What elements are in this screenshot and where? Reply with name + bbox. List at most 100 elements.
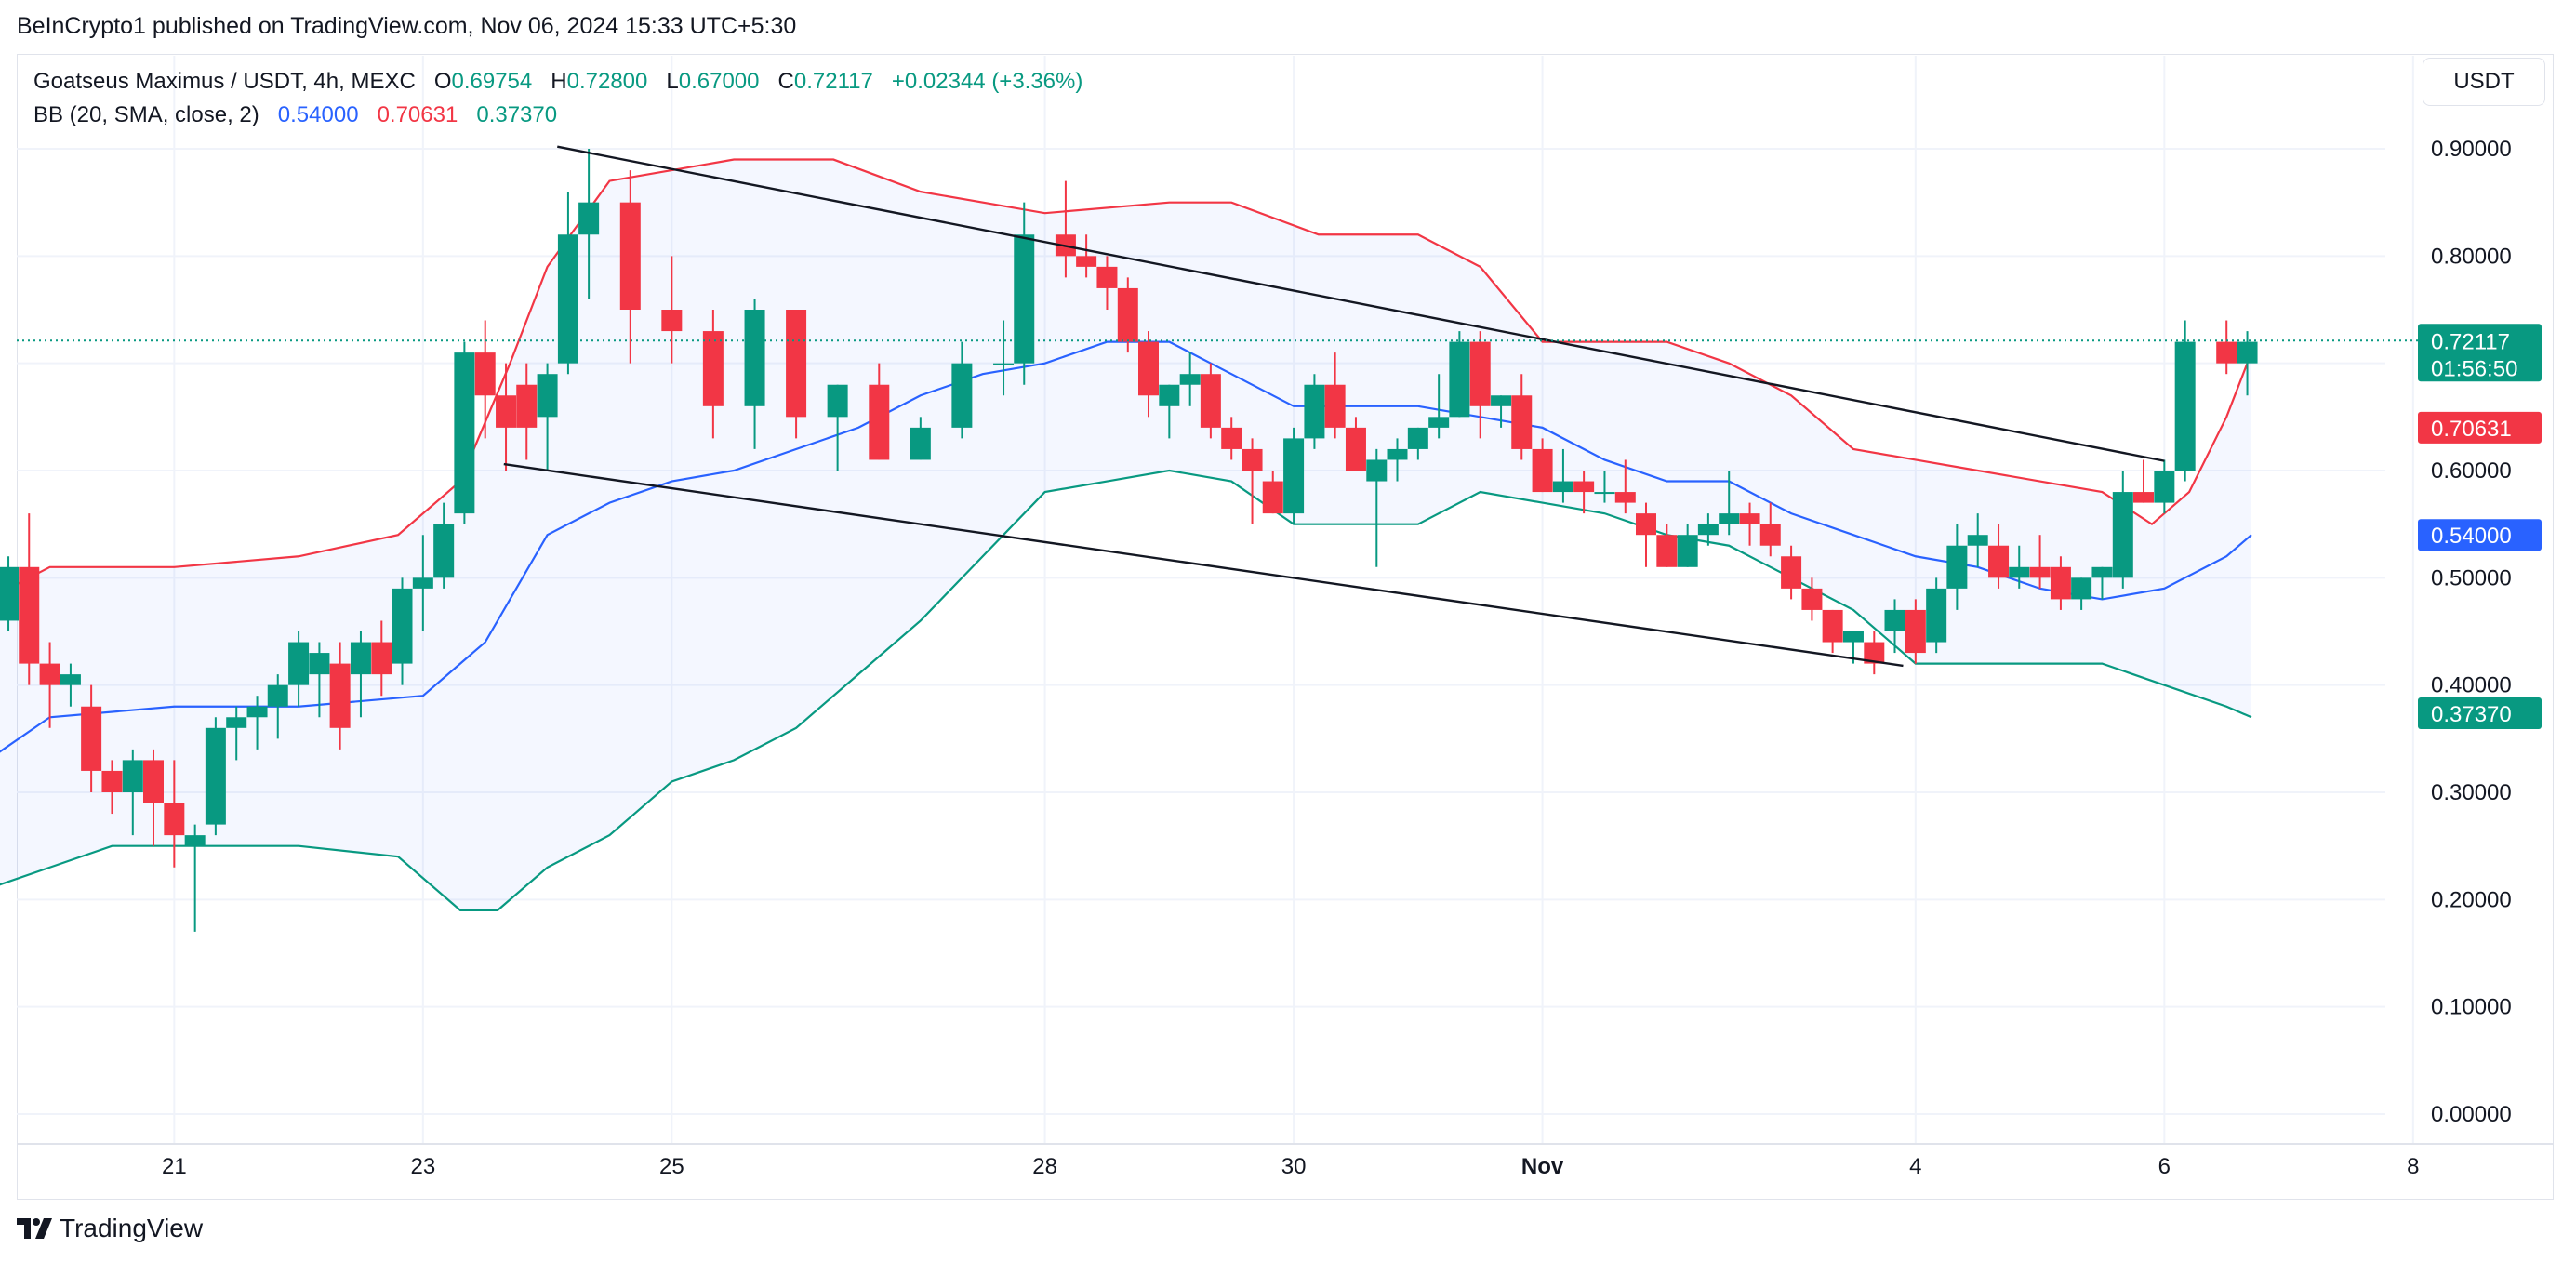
candle [184,824,206,932]
low-label: L [666,69,679,94]
candle [1221,417,1242,460]
y-tick-label: 0.90000 [2431,137,2512,162]
close-value: 0.72117 [793,69,873,94]
candle-body [910,427,931,460]
currency-selector-button[interactable]: USDT [2423,58,2545,106]
candle [1179,352,1201,406]
candle-body [2237,341,2258,364]
candle [1511,374,1533,460]
candle [910,417,931,460]
candle-body [702,331,724,406]
candle [1242,438,1263,524]
candle-body [1117,287,1138,342]
candle-body [1138,341,1159,396]
close-label: C [777,69,794,94]
candle-body [993,363,1015,365]
indicator-title[interactable]: BB (20, SMA, close, 2) [33,102,259,127]
tradingview-footer[interactable]: TradingView [17,1214,203,1243]
candle [1697,513,1719,546]
candle-body [350,642,371,675]
tradingview-logo-icon [17,1218,52,1239]
candle [1407,427,1428,460]
candle-body [496,395,517,428]
candle-body [1014,234,1035,364]
candle-body [1283,438,1305,514]
candle-body [1656,535,1678,567]
candle-body [433,524,455,578]
candle-body [143,760,164,803]
bollinger-upper-line [0,158,2252,594]
candle [1200,363,1221,439]
candle [2174,320,2196,482]
candle-body [1407,427,1428,449]
candle-body [1946,545,1968,589]
candle [1469,331,1491,439]
publisher-caption: BeInCrypto1 published on TradingView.com… [17,13,797,39]
candle [371,620,392,697]
candle [1988,524,2010,589]
candle [496,363,517,471]
candle-body [2029,566,2051,578]
candle [1864,631,1885,675]
candle [1759,502,1781,557]
candle [1283,427,1305,524]
footer-brand-text: TradingView [60,1214,204,1242]
candle-body [869,384,890,460]
candle-body [1552,481,1573,493]
candle [2133,459,2154,503]
candle [619,170,641,364]
change-value: +0.02344 (+3.36%) [891,69,1083,94]
candle [433,502,455,589]
last-price-badge-bg [2418,324,2542,382]
open-label: O [433,69,452,94]
candle [1967,513,1988,567]
candle [1884,599,1905,654]
candle [1138,331,1159,418]
y-tick-label: 0.50000 [2431,565,2512,591]
candle-body [516,384,538,428]
candle-body [1801,588,1823,610]
bb-upper-badge-bg [2418,411,2542,444]
candle-body [1781,556,1802,589]
candle [1345,417,1366,471]
candle-body [205,727,226,825]
candle [1428,374,1450,439]
candle [288,631,310,707]
candle-body [2216,341,2237,364]
candle [454,341,475,524]
x-tick-label: 30 [1281,1154,1307,1179]
candle [412,535,433,631]
candle-body [537,374,558,418]
high-value: 0.72800 [566,69,648,94]
candle-body [164,803,185,836]
candle-body [1179,374,1201,385]
x-tick-label: 25 [659,1154,684,1179]
candle [1366,448,1388,567]
bb-lower-badge-text: 0.37370 [2431,702,2512,727]
candle-body [2174,341,2196,471]
candle-body [412,577,433,589]
x-tick-label: 4 [1909,1154,1921,1179]
candle [827,384,848,471]
candle-body [661,310,683,332]
candle [101,760,123,815]
candle [392,577,413,685]
x-tick-label: 6 [2158,1154,2171,1179]
candle-body [1884,609,1905,631]
open-value: 0.69754 [451,69,533,94]
candle [143,749,164,846]
trendline-channel-top [557,145,2165,462]
candle [537,363,558,471]
candle [2050,556,2071,610]
candle-body [454,352,475,514]
symbol-title[interactable]: Goatseus Maximus / USDT, 4h, MEXC [33,69,416,94]
candle-body [827,384,848,418]
candle [19,513,40,685]
candle-body [786,310,807,418]
candle-body [184,835,206,846]
candle-body [329,663,351,728]
candle [350,631,371,718]
candle [2071,577,2092,610]
